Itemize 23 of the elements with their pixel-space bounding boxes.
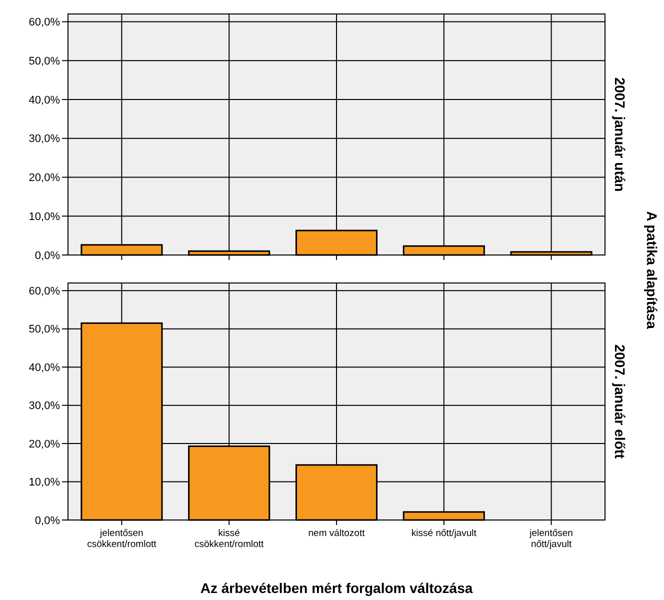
y-tick-label: 40,0% <box>28 362 60 374</box>
x-axis-title: Az árbevételben mért forgalom változása <box>200 580 473 596</box>
y-tick-label: 10,0% <box>28 210 60 223</box>
text: 2007. január után <box>612 77 628 192</box>
y-tick-label: 40,0% <box>28 94 60 106</box>
y-tick-label: 20,0% <box>28 172 60 184</box>
y-tick-label: 10,0% <box>28 476 60 489</box>
y-tick-label: 30,0% <box>28 400 60 412</box>
x-tick-label: jelentősen csökkent/romlott <box>87 528 157 550</box>
x-tick-label: kissé csökkent/romlott <box>194 528 264 550</box>
text: 2007. január előtt <box>612 344 628 460</box>
y-tick-label: 50,0% <box>28 324 60 336</box>
y-tick-label: 20,0% <box>28 438 60 450</box>
y-tick-label: 50,0% <box>28 55 60 68</box>
x-tick-label: jelentősen nőtt/javult <box>528 528 573 550</box>
y-tick-label: 60,0% <box>28 285 60 298</box>
y-tick-label: 60,0% <box>28 16 60 29</box>
y-tick-label: 30,0% <box>28 133 60 146</box>
x-tick-label: nem változott <box>308 528 366 539</box>
y-tick-label: 0,0% <box>34 514 60 527</box>
text: A patika alapítása <box>644 211 660 330</box>
x-tick-label: kissé nőtt/javult <box>411 528 477 539</box>
y-tick-label: 0,0% <box>34 250 60 262</box>
